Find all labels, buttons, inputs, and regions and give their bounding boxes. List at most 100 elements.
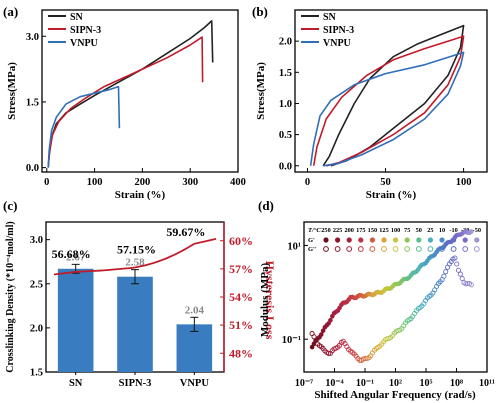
- legend-temp-125: 125: [379, 227, 388, 234]
- panel-c-ylabel-right: Hysteresis Loss: [263, 261, 277, 340]
- legend-marker-loss: [415, 246, 422, 252]
- y2-tick-label: 60%: [229, 234, 253, 248]
- x-tick-label: 10⁻⁷: [295, 378, 313, 389]
- x-tick-label: 50: [380, 177, 391, 188]
- legend-marker-loss: [369, 246, 376, 252]
- series-line-sipn-3: [47, 36, 204, 168]
- legend-marker-storage: [346, 237, 352, 243]
- loss-modulus-point: [457, 271, 463, 277]
- series-line-vnpu: [309, 51, 465, 167]
- hysteresis-loss-line: [53, 238, 217, 276]
- panel-b-ylabel: Stress(MPa): [255, 62, 267, 120]
- y-tick-label: 1.5: [279, 68, 292, 79]
- x-tick-label: 10⁻¹: [356, 378, 374, 389]
- storage-modulus-point: [319, 332, 324, 337]
- loss-modulus-point: [452, 255, 458, 261]
- storage-modulus-point: [328, 318, 333, 323]
- y-tick-label: 1.5: [30, 368, 43, 379]
- y-tick-label: 2.0: [279, 37, 292, 48]
- panel-d-xlabel: Shifted Angular Frequency (rad/s): [314, 389, 476, 401]
- legend-temp-225: 225: [333, 227, 342, 234]
- legend-marker-loss: [450, 246, 457, 252]
- legend-marker-storage: [393, 237, 399, 243]
- panel-c-label: (c): [3, 198, 17, 213]
- hysteresis-value-label: 57.15%: [117, 242, 156, 256]
- x-tick-label: 10⁸: [450, 378, 463, 389]
- legend-marker-storage: [404, 237, 410, 243]
- legend-label-vnpu: VNPU: [70, 38, 98, 49]
- legend-marker-loss: [462, 246, 469, 252]
- loss-modulus-point: [454, 261, 460, 267]
- bar-value-label: 2.67: [66, 251, 86, 263]
- y-tick-label: 2.5: [30, 279, 43, 290]
- y-tick-label: 2.0: [30, 323, 43, 334]
- bar-sn: [57, 268, 94, 372]
- legend-marker-storage: [416, 237, 422, 243]
- y-tick-label: 0.0: [26, 163, 39, 174]
- x-tick-label: VNPU: [180, 378, 210, 389]
- panel-a-frame: [41, 9, 239, 173]
- panel-b-xlabel: Strain (%): [366, 189, 417, 201]
- legend-temp-10: -10: [449, 227, 457, 234]
- x-tick-label: SIPN-3: [119, 378, 152, 389]
- x-tick-label: 100: [456, 177, 472, 188]
- panel-c: (c) 1.5 2.0 2.5 3.0 48% 51% 54% 57% 60% 2.67 SN 2.…: [3, 198, 277, 389]
- bar-value-label: 2.04: [185, 304, 205, 316]
- legend-temp-200: 200: [344, 227, 353, 234]
- legend-marker-storage: [439, 237, 445, 243]
- y-tick-label: 1.0: [279, 99, 292, 110]
- legend-temp-150: 150: [368, 227, 377, 234]
- loss-modulus-point: [326, 350, 332, 356]
- panel-a-ylabel: Stress(MPa): [6, 62, 18, 120]
- panel-a: (a) 0 100 200 300 400 0.0 1.5 3.0 SN SIPN-3 VNP…: [3, 4, 246, 201]
- legend-marker-loss: [381, 246, 387, 252]
- y-tick-label: 3.0: [26, 32, 39, 43]
- y2-tick-label: 54%: [229, 290, 253, 304]
- series-line-vnpu: [47, 85, 121, 168]
- loss-modulus-point: [443, 269, 449, 275]
- loss-modulus-point: [459, 276, 465, 282]
- hysteresis-value-label: 56.68%: [52, 247, 91, 261]
- panel-a-xlabel: Strain (%): [115, 189, 166, 201]
- legend-marker-storage: [427, 237, 433, 243]
- panel-c-ylabel: Crosslinking Density (*10⁻⁴mol/ml): [5, 221, 16, 372]
- panel-d-ylabel: Modulus (MPa): [259, 263, 271, 338]
- legend-marker-storage: [369, 237, 375, 243]
- y2-tick-label: 51%: [229, 318, 253, 332]
- panel-d-label: (d): [258, 198, 274, 213]
- y-tick-label: 0.5: [279, 130, 292, 141]
- series-line-sipn-3: [312, 35, 465, 167]
- x-tick-label: SN: [69, 378, 83, 389]
- legend-marker-storage: [462, 237, 468, 243]
- legend-label-sn: SN: [70, 12, 84, 23]
- x-tick-label: 10⁻⁴: [325, 378, 343, 389]
- y-tick-label: 3.0: [30, 235, 43, 246]
- panel-a-label: (a): [3, 4, 18, 19]
- legend-marker-loss: [323, 246, 329, 252]
- x-tick-label: 10²: [389, 378, 402, 389]
- y2-tick-label: 48%: [229, 346, 253, 360]
- legend-marker-storage: [335, 237, 341, 243]
- panel-d-frame: [303, 221, 488, 373]
- y-tick-label: 1.5: [26, 97, 39, 108]
- legend-marker-loss: [334, 246, 341, 252]
- x-tick-label: 0: [305, 177, 310, 188]
- x-tick-label: 10¹¹: [479, 378, 495, 389]
- storage-modulus-point: [320, 328, 326, 334]
- x-tick-label: 10⁵: [420, 378, 433, 389]
- legend-loss-label: G'': [308, 246, 317, 253]
- x-tick-label: 400: [230, 177, 246, 188]
- legend-label-sn: SN: [323, 12, 337, 23]
- legend-label-sipn: SIPN-3: [70, 25, 101, 36]
- legend-marker-loss: [346, 246, 353, 252]
- legend-marker-loss: [473, 246, 480, 252]
- panel-b-legend: SN SIPN-3 VNPU: [301, 12, 354, 49]
- legend-temp-250: 250: [321, 227, 330, 234]
- legend-marker-loss: [392, 246, 399, 252]
- panel-a-legend: SN SIPN-3 VNPU: [48, 12, 101, 49]
- x-tick-label: 0: [44, 177, 49, 188]
- legend-marker-storage: [323, 237, 329, 243]
- legend-temp-25: 25: [427, 227, 433, 234]
- bar-vnpu: [176, 324, 213, 372]
